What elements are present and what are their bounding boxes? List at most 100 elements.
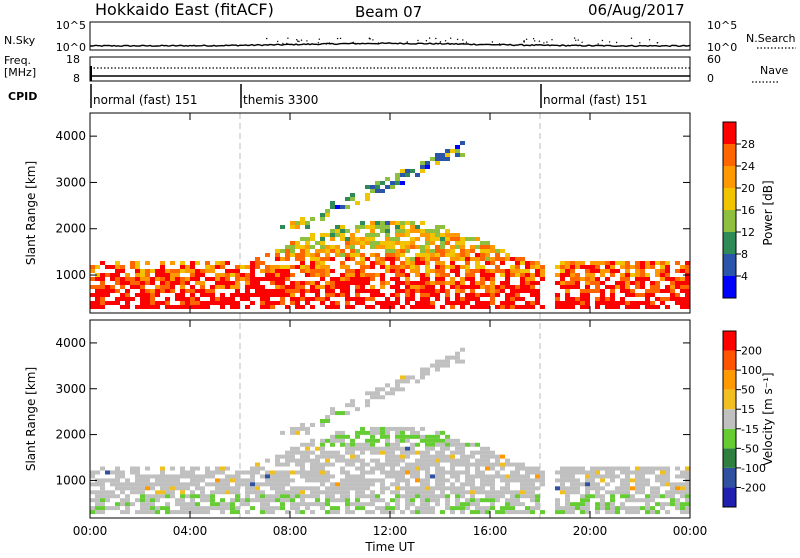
- power-cell: [675, 261, 680, 265]
- velocity-cell: [360, 470, 365, 475]
- velocity-cell: [305, 478, 310, 483]
- velocity-cell: [220, 482, 225, 487]
- velocity-cell: [370, 430, 375, 435]
- velocity-cell: [640, 506, 645, 511]
- power-cell: [255, 277, 260, 281]
- velocity-cell: [190, 490, 195, 495]
- power-cell: [290, 221, 295, 225]
- velocity-cell: [415, 474, 420, 479]
- power-cell: [445, 297, 450, 301]
- velocity-cell: [330, 474, 335, 479]
- power-cell: [365, 197, 370, 201]
- power-cell: [130, 285, 135, 289]
- velocity-cell: [380, 466, 385, 471]
- power-cell: [355, 293, 360, 297]
- power-cell: [675, 281, 680, 285]
- power-cell: [475, 257, 480, 261]
- power-cell: [460, 297, 465, 301]
- power-cell: [665, 305, 670, 309]
- velocity-cell: [650, 486, 655, 491]
- power-cell: [250, 265, 255, 269]
- velocity-cell: [460, 454, 465, 459]
- power-cell: [365, 193, 370, 197]
- velocity-cell: [385, 450, 390, 455]
- velocity-cell: [420, 438, 425, 443]
- velocity-cell: [635, 482, 640, 487]
- power-cell: [425, 165, 430, 169]
- velocity-cell: [100, 510, 105, 515]
- velocity-cell: [430, 458, 435, 463]
- velocity-cell: [385, 510, 390, 515]
- power-cell: [405, 229, 410, 233]
- power-cell: [500, 281, 505, 285]
- velocity-cell: [365, 391, 370, 396]
- power-cell: [115, 289, 120, 293]
- power-cell: [385, 229, 390, 233]
- power-cell: [410, 281, 415, 285]
- velocity-cell: [450, 510, 455, 515]
- velocity-cell: [625, 478, 630, 483]
- power-cell: [130, 265, 135, 269]
- power-cell: [680, 281, 685, 285]
- power-cell: [335, 225, 340, 229]
- power-cell: [390, 221, 395, 225]
- power-cell: [375, 189, 380, 193]
- velocity-cell: [475, 502, 480, 507]
- power-cell: [440, 265, 445, 269]
- velocity-cell: [145, 510, 150, 515]
- power-cell: [420, 169, 425, 173]
- power-cell: [340, 249, 345, 253]
- y-tick-label: 3000: [55, 175, 86, 189]
- velocity-cell: [145, 498, 150, 503]
- velocity-cell: [130, 482, 135, 487]
- velocity-cell: [385, 442, 390, 447]
- velocity-cell: [390, 442, 395, 447]
- velocity-cell: [325, 478, 330, 483]
- power-cell: [410, 245, 415, 249]
- velocity-cell: [200, 490, 205, 495]
- velocity-cell: [395, 379, 400, 384]
- velocity-cell: [640, 474, 645, 479]
- power-cell: [355, 225, 360, 229]
- power-cell: [560, 273, 565, 277]
- power-cell: [675, 297, 680, 301]
- power-cell: [275, 257, 280, 261]
- velocity-cell: [510, 498, 515, 503]
- power-cell: [280, 257, 285, 261]
- power-cell: [190, 301, 195, 305]
- power-cell: [390, 301, 395, 305]
- velocity-cell: [520, 474, 525, 479]
- velocity-cell: [285, 470, 290, 475]
- power-cell: [175, 305, 180, 309]
- power-cell: [625, 281, 630, 285]
- power-cell: [360, 253, 365, 257]
- power-cell: [145, 281, 150, 285]
- power-cell: [575, 285, 580, 289]
- velocity-cell: [130, 486, 135, 491]
- power-cell: [565, 261, 570, 265]
- velocity-cell: [260, 482, 265, 487]
- velocity-cell: [625, 486, 630, 491]
- velocity-cell: [315, 458, 320, 463]
- noise-dot: [581, 41, 583, 43]
- power-cell: [590, 265, 595, 269]
- power-cell: [520, 269, 525, 273]
- power-cell: [425, 305, 430, 309]
- power-cell: [340, 205, 345, 209]
- power-cell: [420, 261, 425, 265]
- power-cell: [660, 261, 665, 265]
- power-cell: [525, 277, 530, 281]
- power-cell: [390, 265, 395, 269]
- power-cell: [570, 297, 575, 301]
- power-cell: [345, 297, 350, 301]
- velocity-cell: [445, 438, 450, 443]
- velocity-cell: [475, 450, 480, 455]
- power-cell: [630, 289, 635, 293]
- velocity-cell: [295, 426, 300, 431]
- noise-dot: [498, 43, 501, 45]
- velocity-cell: [475, 486, 480, 491]
- noise-search-label: N.Search: [746, 32, 796, 45]
- noise-dot: [608, 41, 611, 43]
- power-cell: [390, 241, 395, 245]
- velocity-cell: [250, 470, 255, 475]
